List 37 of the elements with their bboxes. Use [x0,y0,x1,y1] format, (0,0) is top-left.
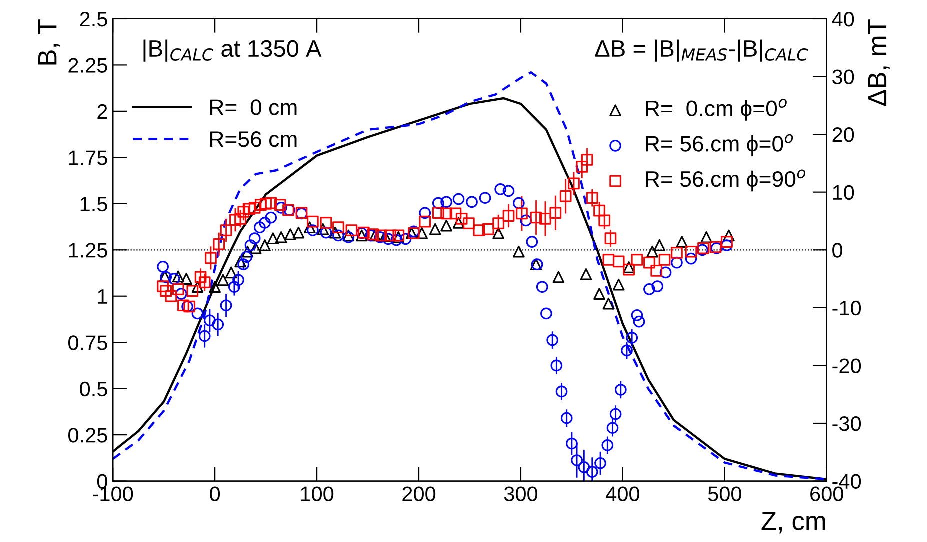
legend-label: R= 0 cm [210,100,297,116]
y2-tick-label: -10 [832,300,862,316]
x-tick-label: 600 [810,486,844,502]
y2-tick-label: 40 [832,12,854,27]
legend-label: R= 0.cm ϕ=0$^{o}$ [646,99,787,121]
y2-tick-label: 0 [832,243,843,258]
y-tick-label: 0.5 [80,382,108,397]
y2-tick-label: -30 [832,416,862,432]
y2-tick-label: 30 [832,70,854,85]
legend-label: R=56 cm [210,131,297,148]
y-tick-label: 1.5 [80,197,108,212]
annotation: |B|$_{CALC}$ at 1350 A [144,40,322,62]
y-tick-label: 2.25 [68,58,108,73]
y2-tick-label: -20 [832,358,862,374]
x-tick-label: 0 [210,486,220,502]
y-axis-title: B, T [38,20,60,65]
legend-label: R= 56.cm ϕ=0$^{o}$ [646,134,794,156]
y-tick-label: 2.5 [80,12,108,27]
y-tick-label: 2 [98,104,108,119]
x-tick-label: -100 [93,486,134,502]
x-tick-label: 300 [504,486,538,502]
legend-label: R= 56.cm ϕ=90$^{o}$ [646,170,806,192]
annotation: ΔB = |B|$_{MEAS}$-|B|$_{CALC}$ [595,40,808,62]
x-axis-title: Z, cm [762,512,826,534]
y2-tick-label: 20 [832,128,854,142]
x-tick-label: 500 [708,486,742,502]
y-tick-label: 0.75 [68,336,108,350]
y-tick-label: 0.25 [68,428,108,443]
y-tick-label: 1.75 [69,150,108,166]
y-tick-label: 1.25 [69,243,108,258]
x-tick-label: 100 [301,486,334,502]
x-tick-label: 400 [606,486,640,502]
y2-tick-label: 10 [833,185,854,200]
x-tick-label: 200 [402,486,436,502]
y2-axis-title: ΔB, mT [868,20,890,106]
y-tick-label: 1 [98,290,108,304]
y2-tick-label: -40 [832,474,862,490]
